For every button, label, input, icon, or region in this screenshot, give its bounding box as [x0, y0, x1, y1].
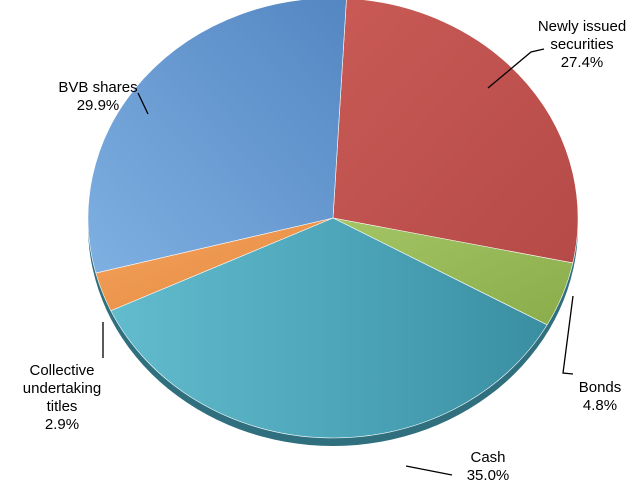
slice-category-label: titles	[47, 398, 78, 415]
slice-category-label: undertaking	[23, 380, 101, 397]
data-label-newly-issued-securities: Newly issued securities 27.4%	[538, 18, 626, 71]
slice-category-label: securities	[550, 36, 613, 53]
leader-line-bonds	[562, 295, 574, 375]
data-label-cash: Cash 35.0%	[467, 449, 510, 480]
slice-value-label: 4.8%	[583, 397, 617, 414]
slice-category-label: Newly issued	[538, 18, 626, 35]
pie-slice-cash	[110, 217, 548, 439]
slice-value-label: 29.9%	[77, 97, 120, 114]
data-label-collective-undertaking-titles: Collective undertaking titles 2.9%	[23, 362, 101, 433]
pie-slice-newly-issued-securities	[332, 0, 579, 264]
data-label-bonds: Bonds 4.8%	[579, 379, 622, 414]
pie-labels: Newly issued securities 27.4% Bonds 4.8% Cash…	[23, 18, 626, 480]
slice-value-label: 35.0%	[467, 467, 510, 480]
slice-category-label: Collective	[29, 362, 94, 379]
slice-value-label: 27.4%	[561, 54, 604, 71]
leader-line-newly-issued-securities	[487, 48, 545, 89]
slice-value-label: 2.9%	[45, 416, 79, 433]
slice-category-label: Bonds	[579, 379, 622, 396]
slice-category-label: BVB shares	[58, 79, 137, 96]
slice-category-label: Cash	[470, 449, 505, 466]
leader-line-bvb-shares	[137, 92, 149, 115]
data-label-bvb-shares: BVB shares 29.9%	[58, 79, 137, 114]
pie-slice-bvb-shares	[87, 0, 347, 274]
leader-line-cash	[405, 465, 453, 476]
pie-slices	[87, 0, 579, 439]
